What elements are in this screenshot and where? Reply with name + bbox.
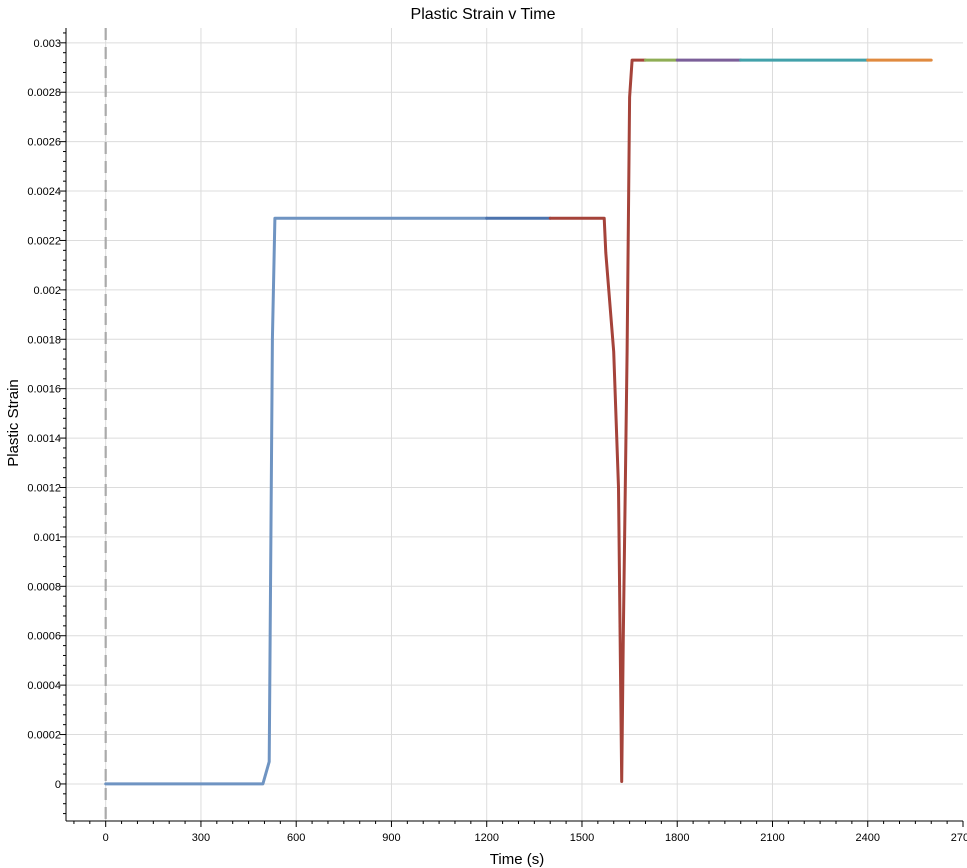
- chart-title: Plastic Strain v Time: [411, 6, 556, 23]
- axes: [65, 28, 963, 822]
- x-tick-label: 2400: [856, 832, 880, 844]
- x-tick-label: 900: [382, 832, 400, 844]
- y-tick-label: 0.0004: [27, 680, 61, 692]
- x-axis-title: Time (s): [490, 851, 544, 868]
- x-tick-label: 0: [103, 832, 109, 844]
- series-line-3: [548, 58, 647, 783]
- x-tick-label: 1800: [665, 832, 689, 844]
- x-tick-label: 1500: [570, 832, 594, 844]
- y-tick-label: 0.0024: [27, 186, 61, 198]
- y-tick-label: 0.0014: [27, 433, 61, 445]
- y-tick-label: 0.0026: [27, 137, 61, 149]
- y-tick-label: 0.001: [33, 532, 61, 544]
- y-tick-label: 0.0018: [27, 334, 61, 346]
- x-tick-label: 600: [287, 832, 305, 844]
- y-axis-ticks: 0 0.0002 0.0004 0.0006 0.0008 0.001 0.0012 0.00…: [27, 32, 66, 815]
- y-tick-label: 0.0016: [27, 384, 61, 396]
- series-line-1: [104, 216, 489, 786]
- y-tick-label: 0.0012: [27, 482, 61, 494]
- y-tick-label: 0.0008: [27, 581, 61, 593]
- x-tick-label: 300: [192, 832, 210, 844]
- y-tick-label: 0.0006: [27, 631, 61, 643]
- y-tick-label: 0: [55, 779, 61, 791]
- y-tick-label: 0.0022: [27, 235, 61, 247]
- x-tick-label: 1200: [474, 832, 498, 844]
- y-tick-label: 0.0028: [27, 87, 61, 99]
- grid: [66, 28, 963, 821]
- y-axis-title: Plastic Strain: [5, 379, 22, 467]
- y-tick-label: 0.002: [33, 285, 61, 297]
- series-layer: [104, 58, 933, 786]
- x-tick-label: 2100: [760, 832, 784, 844]
- y-tick-label: 0.0002: [27, 730, 61, 742]
- y-tick-label: 0.003: [33, 38, 61, 50]
